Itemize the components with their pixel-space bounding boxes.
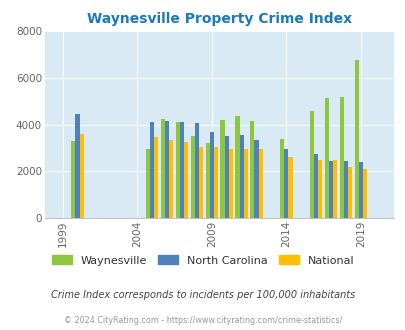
Bar bbox=[198, 147, 202, 218]
Bar bbox=[354, 60, 358, 218]
Bar bbox=[235, 116, 239, 218]
Bar bbox=[254, 140, 258, 218]
Bar bbox=[209, 132, 213, 218]
Bar bbox=[190, 136, 194, 218]
Bar bbox=[169, 140, 173, 218]
Bar bbox=[284, 149, 288, 218]
Bar bbox=[258, 149, 262, 218]
Bar bbox=[160, 119, 164, 218]
Bar bbox=[243, 149, 247, 218]
Title: Waynesville Property Crime Index: Waynesville Property Crime Index bbox=[86, 12, 351, 26]
Bar bbox=[205, 143, 209, 218]
Text: © 2024 CityRating.com - https://www.cityrating.com/crime-statistics/: © 2024 CityRating.com - https://www.city… bbox=[64, 315, 341, 325]
Text: Crime Index corresponds to incidents per 100,000 inhabitants: Crime Index corresponds to incidents per… bbox=[51, 290, 354, 300]
Bar bbox=[249, 121, 254, 218]
Bar bbox=[318, 159, 322, 218]
Bar bbox=[333, 159, 337, 218]
Bar bbox=[71, 141, 75, 218]
Bar bbox=[175, 122, 179, 218]
Bar bbox=[328, 161, 333, 218]
Bar bbox=[313, 154, 318, 218]
Bar bbox=[220, 120, 224, 218]
Bar bbox=[213, 147, 217, 218]
Bar bbox=[309, 111, 313, 218]
Bar bbox=[154, 137, 158, 218]
Bar bbox=[362, 169, 367, 218]
Bar bbox=[324, 98, 328, 218]
Bar bbox=[228, 149, 232, 218]
Bar bbox=[239, 135, 243, 218]
Bar bbox=[79, 134, 83, 218]
Bar bbox=[224, 136, 228, 218]
Bar bbox=[75, 114, 79, 218]
Bar bbox=[343, 161, 347, 218]
Bar bbox=[194, 123, 198, 218]
Bar bbox=[339, 97, 343, 218]
Bar bbox=[183, 142, 188, 218]
Bar bbox=[288, 157, 292, 218]
Bar bbox=[347, 167, 352, 218]
Bar bbox=[164, 121, 169, 218]
Bar bbox=[279, 139, 284, 218]
Bar bbox=[179, 122, 183, 218]
Bar bbox=[145, 149, 149, 218]
Bar bbox=[358, 162, 362, 218]
Bar bbox=[149, 122, 154, 218]
Legend: Waynesville, North Carolina, National: Waynesville, North Carolina, National bbox=[47, 251, 358, 270]
